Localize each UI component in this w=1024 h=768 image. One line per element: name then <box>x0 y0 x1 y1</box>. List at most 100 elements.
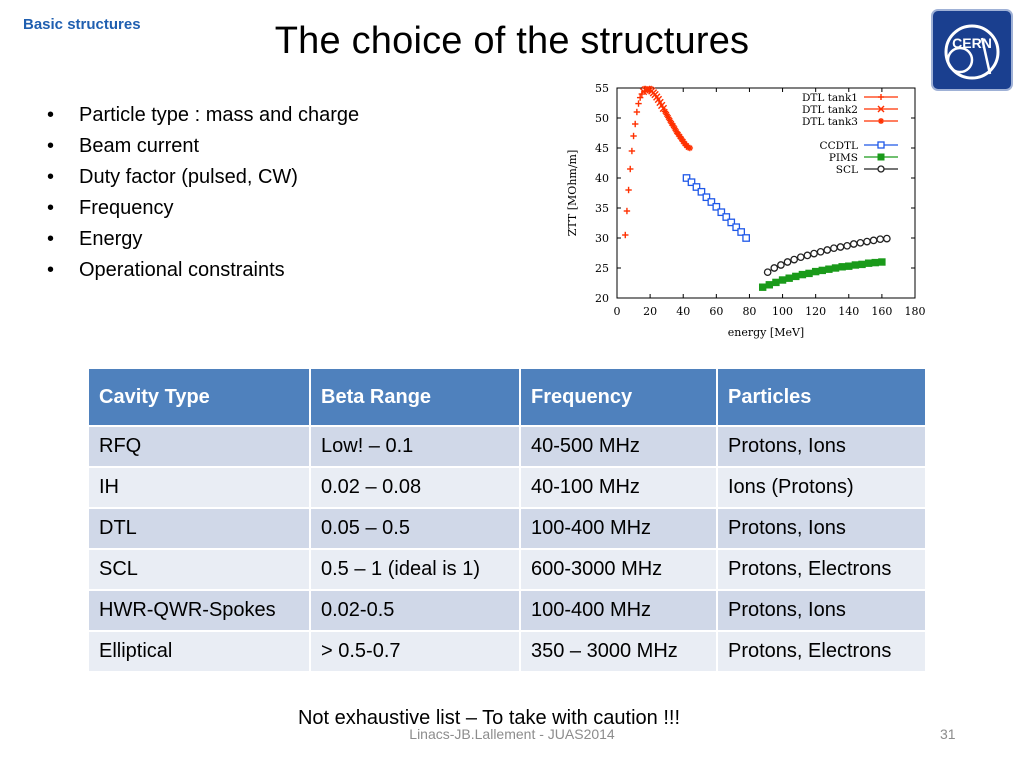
series-dtl-tank3 <box>661 108 694 152</box>
table-cell: IH <box>87 466 311 509</box>
table-header-row: Cavity Type Beta Range Frequency Particl… <box>87 367 927 427</box>
bullet-item: Energy <box>45 224 359 255</box>
data-point <box>628 147 636 155</box>
y-tick-label: 45 <box>595 142 609 155</box>
x-tick-label: 40 <box>676 305 690 318</box>
data-point <box>836 243 845 251</box>
series-pims <box>758 258 886 291</box>
legend-marker <box>878 118 884 124</box>
data-point <box>856 238 865 247</box>
table-cell: Ions (Protons) <box>716 466 927 509</box>
data-point <box>805 269 813 278</box>
bullet-list: Particle type : mass and charge Beam cur… <box>45 100 359 286</box>
table-cell: Elliptical <box>87 630 311 673</box>
data-point <box>798 270 807 279</box>
data-point <box>623 207 631 215</box>
data-point <box>823 246 832 254</box>
series-dtl-tank1 <box>622 90 646 239</box>
data-point <box>831 264 840 272</box>
legend-label: DTL tank1 <box>802 92 858 104</box>
data-point <box>712 202 721 211</box>
table-cell: 40-100 MHz <box>519 466 718 509</box>
cavity-table: Cavity Type Beta Range Frequency Particl… <box>87 367 927 673</box>
data-point <box>633 108 641 116</box>
data-point <box>851 261 860 269</box>
data-point <box>742 234 750 242</box>
x-tick-label: 180 <box>905 305 926 318</box>
page-number: 31 <box>940 726 956 742</box>
data-point <box>811 267 820 276</box>
caution-note: Not exhaustive list – To take with cauti… <box>297 707 681 729</box>
data-point <box>871 258 879 267</box>
table-cell: Protons, Electrons <box>716 548 927 591</box>
data-point <box>627 165 634 173</box>
bullet-item: Beam current <box>45 131 359 162</box>
data-point <box>770 264 779 272</box>
data-point <box>876 235 885 244</box>
data-point <box>722 213 731 221</box>
y-tick-label: 40 <box>595 172 609 185</box>
data-point <box>869 236 878 245</box>
data-point <box>707 198 716 206</box>
column-header: Frequency <box>519 367 718 427</box>
data-point <box>763 268 772 277</box>
legend-marker <box>877 105 885 113</box>
series-ccdtl <box>682 174 750 242</box>
series-scl <box>763 234 891 277</box>
table-row: DTL 0.05 – 0.5 100-400 MHz Protons, Ions <box>87 507 927 550</box>
plot-frame <box>616 87 916 299</box>
data-point <box>803 251 812 260</box>
x-tick-label: 60 <box>709 305 723 318</box>
section-label: Basic structures <box>23 16 141 33</box>
table-cell: Low! – 0.1 <box>309 425 521 468</box>
data-point <box>777 261 785 269</box>
data-point <box>632 120 639 128</box>
data-point <box>686 144 694 152</box>
legend-marker <box>877 165 885 173</box>
data-point <box>687 178 696 187</box>
x-tick-label: 0 <box>614 305 621 318</box>
data-point <box>843 241 851 250</box>
data-point <box>636 94 644 101</box>
table-cell: 600-3000 MHz <box>519 548 718 591</box>
data-point <box>622 231 629 239</box>
data-point <box>838 263 846 271</box>
data-point <box>778 276 787 284</box>
data-point <box>737 228 746 236</box>
column-header: Beta Range <box>309 367 521 427</box>
x-tick-label: 160 <box>871 305 892 318</box>
y-tick-label: 30 <box>595 232 609 245</box>
table-cell: SCL <box>87 548 311 591</box>
table-cell: Protons, Ions <box>716 507 927 550</box>
cern-logo: CERN <box>931 9 1013 91</box>
data-point <box>702 193 711 202</box>
data-point <box>818 266 826 275</box>
data-point <box>785 274 793 282</box>
data-point <box>864 259 873 267</box>
x-tick-label: 120 <box>805 305 826 318</box>
legend-marker <box>877 153 885 161</box>
table-cell: 100-400 MHz <box>519 589 718 632</box>
data-point <box>697 187 706 196</box>
table-cell: 100-400 MHz <box>519 507 718 550</box>
series-dtl-tank2 <box>639 85 668 113</box>
table-cell: HWR-QWR-Spokes <box>87 589 311 632</box>
table-cell: Protons, Electrons <box>716 630 927 673</box>
data-point <box>845 262 853 270</box>
x-tick-label: 80 <box>742 305 756 318</box>
data-point <box>810 249 818 258</box>
column-header: Cavity Type <box>87 367 311 427</box>
data-point <box>772 278 780 287</box>
table-row: IH 0.02 – 0.08 40-100 MHz Ions (Protons) <box>87 466 927 509</box>
y-axis-label: ZTT [MOhm/m] <box>566 150 579 237</box>
y-tick-label: 35 <box>595 202 609 215</box>
x-tick-label: 100 <box>772 305 793 318</box>
table-row: Elliptical > 0.5-0.7 350 – 3000 MHz Prot… <box>87 630 927 673</box>
data-point <box>630 132 637 140</box>
table-cell: 40-500 MHz <box>519 425 718 468</box>
data-point <box>858 260 866 269</box>
legend-label: CCDTL <box>820 140 858 152</box>
data-point <box>732 223 741 232</box>
bullet-item: Operational constraints <box>45 255 359 286</box>
data-point <box>727 218 736 227</box>
